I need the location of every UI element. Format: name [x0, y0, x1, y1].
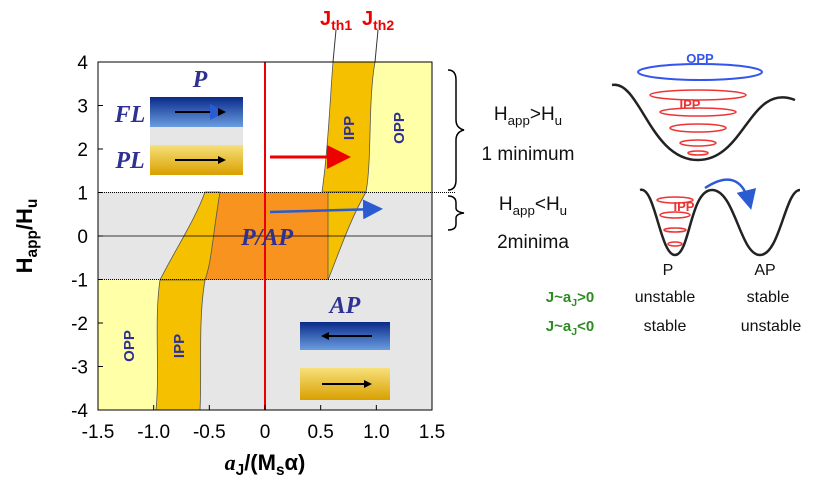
p-inset — [150, 97, 243, 175]
text: u — [560, 203, 567, 218]
annotation: Happ<Hu — [499, 194, 567, 218]
text: app — [513, 203, 535, 218]
y-tick-label: 1 — [77, 184, 88, 205]
region-label: P/AP — [240, 225, 293, 251]
well-label: IPP — [680, 97, 701, 112]
text: u — [555, 113, 562, 128]
threshold-label: Jth2 — [362, 8, 394, 33]
column-header: P — [663, 262, 674, 279]
text: J — [571, 326, 577, 338]
table-cell: stable — [747, 289, 790, 306]
column-header: AP — [754, 262, 775, 279]
y-tick-label: -1 — [71, 271, 88, 292]
text: <0 — [577, 318, 594, 335]
x-tick-label: -0.5 — [193, 422, 226, 443]
text: J — [320, 8, 331, 30]
guide-lines — [98, 29, 455, 410]
threshold-label: Jth1 — [320, 8, 352, 33]
text: th2 — [373, 17, 394, 33]
region-label: IPP — [341, 116, 358, 140]
x-tick-label: -1.5 — [82, 422, 115, 443]
text: J~a — [546, 318, 572, 335]
text: >0 — [577, 289, 594, 306]
brace — [447, 195, 465, 231]
text: J — [236, 462, 245, 479]
text: th1 — [331, 17, 352, 33]
x-axis-label: aJ/(Msα) — [225, 450, 306, 479]
text: /(M — [244, 450, 276, 475]
inset-label: FL — [114, 102, 146, 128]
annotation: 1 minimum — [482, 144, 575, 165]
energy-wells — [611, 63, 801, 257]
inset-label: PL — [114, 148, 144, 174]
region-label: OPP — [391, 112, 408, 144]
text: H — [494, 104, 508, 125]
table-cell: unstable — [635, 289, 696, 306]
brace — [447, 69, 465, 191]
well-label: OPP — [686, 51, 714, 66]
region-label: OPP — [121, 330, 138, 362]
inset-title: P — [192, 67, 208, 93]
row-label: J~aJ>0 — [546, 289, 594, 309]
text: s — [276, 462, 285, 479]
text: <H — [535, 194, 560, 215]
y-tick-label: -2 — [71, 314, 88, 335]
x-tick-label: -1.0 — [137, 422, 170, 443]
text: a — [225, 450, 236, 475]
inset-title: AP — [328, 293, 361, 319]
x-tick-label: 0.5 — [307, 422, 333, 443]
text: u — [24, 199, 41, 208]
y-tick-label: 0 — [77, 227, 88, 248]
text: >H — [530, 104, 555, 125]
x-tick-label: 0 — [260, 422, 271, 443]
table-cell: unstable — [741, 318, 802, 335]
row-label: J~aJ<0 — [546, 318, 594, 338]
region-label: IPP — [171, 334, 188, 358]
ticks: -1.5 -1.0 -0.5 0 0.5 1.0 1.5 4 3 2 1 0 -1 -2 -3 -4 — [71, 53, 445, 443]
text: app — [508, 113, 530, 128]
y-tick-label: 2 — [77, 140, 88, 161]
text: app — [24, 230, 41, 257]
y-tick-label: -4 — [71, 401, 88, 422]
text: J~a — [546, 289, 572, 306]
x-tick-label: 1.5 — [419, 422, 445, 443]
annotation: Happ>Hu — [494, 104, 562, 128]
annotation: 2minima — [497, 232, 569, 253]
text: J — [571, 297, 577, 309]
well-label: IPP — [674, 199, 695, 214]
ap-inset — [300, 322, 390, 400]
y-tick-label: 4 — [77, 53, 88, 74]
text: /H — [12, 208, 37, 230]
y-tick-label: -3 — [71, 358, 88, 379]
y-axis-label: Happ/Hu — [12, 199, 41, 274]
text: H — [12, 257, 37, 273]
x-tick-label: 1.0 — [363, 422, 389, 443]
y-tick-label: 3 — [77, 97, 88, 118]
text: J — [362, 8, 373, 30]
text: α) — [285, 450, 306, 475]
table-cell: stable — [644, 318, 687, 335]
text: H — [499, 194, 513, 215]
